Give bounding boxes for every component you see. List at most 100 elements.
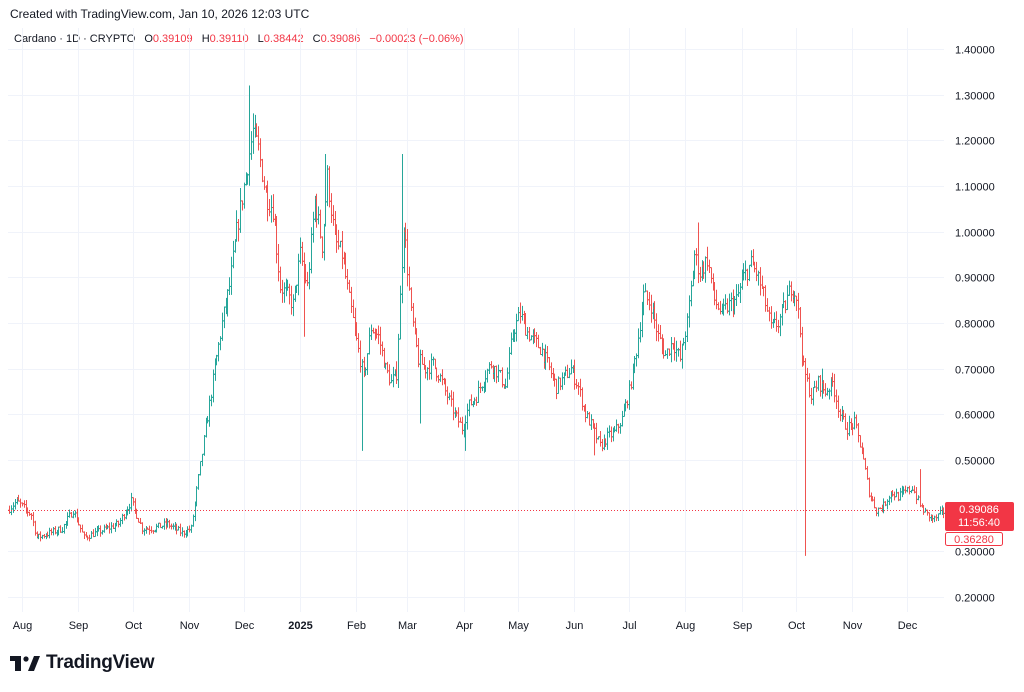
ohlc-bar[interactable] — [937, 513, 940, 522]
ohlc-bar[interactable] — [357, 333, 360, 353]
ohlc-bar[interactable] — [250, 131, 253, 160]
ohlc-bars[interactable] — [8, 85, 951, 556]
ohlc-bar[interactable] — [288, 283, 291, 305]
ohlc-bar[interactable] — [352, 299, 355, 319]
ohlc-bar[interactable] — [866, 466, 869, 480]
ohlc-bar[interactable] — [379, 326, 382, 355]
ohlc-bar[interactable] — [188, 525, 191, 533]
ohlc-bar[interactable] — [899, 487, 902, 501]
ohlc-bar[interactable] — [152, 530, 155, 534]
ohlc-bar[interactable] — [297, 253, 300, 296]
ohlc-bar[interactable] — [730, 292, 733, 312]
ohlc-bar[interactable] — [490, 361, 493, 369]
ohlc-bar[interactable] — [459, 417, 462, 423]
ohlc-bar[interactable] — [390, 374, 393, 384]
symbol-label[interactable]: Cardano · 1D · CRYPTO — [14, 33, 136, 45]
ohlc-bar[interactable] — [510, 332, 513, 355]
tradingview-logo[interactable]: TradingView — [10, 652, 155, 674]
ohlc-bar[interactable] — [864, 457, 867, 470]
ohlc-bar[interactable] — [588, 411, 591, 426]
ohlc-bar[interactable] — [468, 399, 471, 417]
ohlc-bar[interactable] — [648, 292, 651, 311]
ohlc-bar[interactable] — [904, 485, 907, 494]
ohlc-bar[interactable] — [421, 349, 424, 365]
ohlc-bar[interactable] — [706, 246, 709, 271]
ohlc-bar[interactable] — [466, 403, 469, 430]
ohlc-bar[interactable] — [768, 306, 771, 322]
ohlc-bar[interactable] — [804, 358, 807, 556]
ohlc-bar[interactable] — [252, 113, 255, 154]
ohlc-bar[interactable] — [555, 378, 558, 400]
ohlc-bar[interactable] — [919, 469, 922, 508]
ohlc-bar[interactable] — [782, 292, 785, 309]
ohlc-bar[interactable] — [517, 307, 520, 322]
ohlc-bar[interactable] — [766, 298, 769, 312]
ohlc-bar[interactable] — [695, 248, 698, 266]
ohlc-bar[interactable] — [764, 285, 767, 312]
ohlc-bar[interactable] — [90, 530, 93, 539]
ohlc-bar[interactable] — [508, 347, 511, 380]
ohlc-bar[interactable] — [737, 284, 740, 297]
ohlc-bar[interactable] — [630, 381, 633, 390]
ohlc-bar[interactable] — [704, 256, 707, 283]
ohlc-bar[interactable] — [290, 285, 293, 315]
ohlc-bar[interactable] — [519, 302, 522, 324]
ohlc-bar[interactable] — [39, 531, 42, 542]
ohlc-bar[interactable] — [590, 414, 593, 430]
ohlc-bar[interactable] — [599, 431, 602, 447]
ohlc-bar[interactable] — [886, 499, 889, 510]
ohlc-bar[interactable] — [317, 206, 320, 225]
ohlc-bar[interactable] — [495, 365, 498, 384]
ohlc-bar[interactable] — [559, 377, 562, 391]
ohlc-bar[interactable] — [621, 410, 624, 427]
ohlc-bar[interactable] — [566, 364, 569, 379]
ohlc-bar[interactable] — [326, 165, 329, 207]
ohlc-bar[interactable] — [846, 422, 849, 440]
ohlc-bar[interactable] — [770, 306, 773, 329]
ohlc-bar[interactable] — [417, 337, 420, 368]
ohlc-bar[interactable] — [350, 286, 353, 313]
ohlc-bar[interactable] — [917, 495, 920, 501]
ohlc-bar[interactable] — [428, 360, 431, 380]
ohlc-bar[interactable] — [848, 415, 851, 437]
ohlc-bar[interactable] — [639, 322, 642, 343]
ohlc-bar[interactable] — [486, 368, 489, 383]
ohlc-bar[interactable] — [366, 353, 369, 375]
ohlc-bar[interactable] — [795, 295, 798, 311]
ohlc-bar[interactable] — [617, 423, 620, 434]
ohlc-bar[interactable] — [408, 266, 411, 291]
ohlc-bar[interactable] — [506, 367, 509, 388]
ohlc-bar[interactable] — [815, 380, 818, 393]
ohlc-bar[interactable] — [719, 300, 722, 315]
ohlc-bar[interactable] — [210, 394, 213, 407]
ohlc-bar[interactable] — [728, 293, 731, 316]
ohlc-bar[interactable] — [688, 295, 691, 328]
ohlc-bar[interactable] — [575, 379, 578, 389]
ohlc-bar[interactable] — [239, 188, 242, 233]
ohlc-bar[interactable] — [666, 348, 669, 359]
ohlc-bar[interactable] — [539, 346, 542, 355]
ohlc-bar[interactable] — [370, 324, 373, 341]
ohlc-bar[interactable] — [812, 387, 815, 406]
ohlc-bar[interactable] — [868, 477, 871, 498]
ohlc-bar[interactable] — [784, 300, 787, 314]
ohlc-bar[interactable] — [679, 340, 682, 362]
ohlc-bar[interactable] — [759, 267, 762, 296]
ohlc-bar[interactable] — [119, 517, 122, 527]
price-axis[interactable]: 1.40000 1.30000 1.20000 1.10000 1.00000 0.900… — [955, 45, 995, 605]
ohlc-bar[interactable] — [128, 503, 131, 515]
ohlc-bar[interactable] — [32, 511, 35, 527]
ohlc-bar[interactable] — [177, 525, 180, 531]
ohlc-bar[interactable] — [235, 210, 238, 242]
ohlc-bar[interactable] — [306, 271, 309, 287]
ohlc-bar[interactable] — [359, 340, 362, 373]
time-axis[interactable]: Aug Sep Oct Nov Dec 2025 Feb Mar Apr May Jun Jul Aug… — [13, 620, 918, 632]
ohlc-bar[interactable] — [601, 438, 604, 452]
ohlc-bar[interactable] — [893, 491, 896, 501]
ohlc-bar[interactable] — [221, 312, 224, 341]
ohlc-bar[interactable] — [141, 522, 144, 535]
ohlc-bar[interactable] — [399, 285, 402, 340]
ohlc-bar[interactable] — [833, 373, 836, 403]
ohlc-bar[interactable] — [292, 294, 295, 317]
